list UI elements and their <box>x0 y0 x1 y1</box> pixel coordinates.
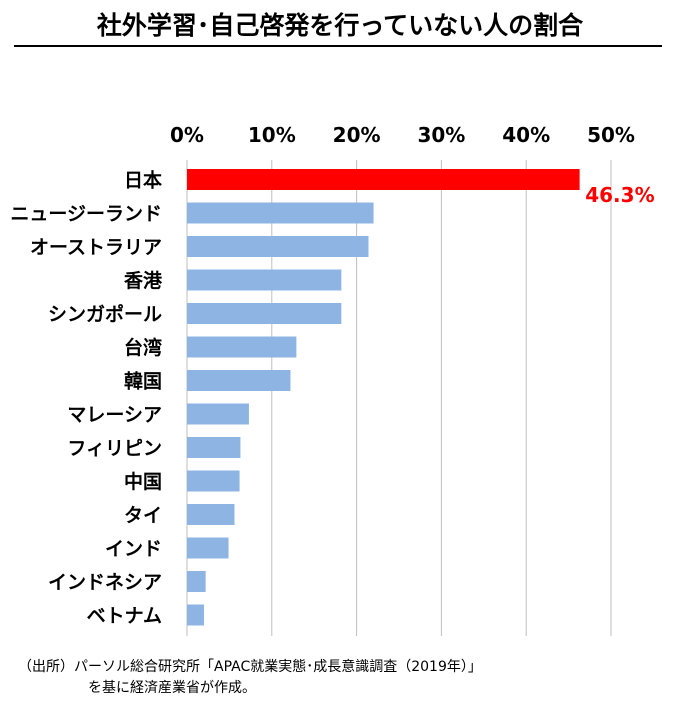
bar <box>187 504 235 525</box>
x-axis-ticks: 0% 10% 20% 30% 40% 50% <box>170 123 635 147</box>
category-label: オーストラリア <box>30 237 162 259</box>
bar <box>187 269 342 291</box>
x-tick-label: 10% <box>248 123 296 147</box>
title-underline <box>14 45 662 47</box>
category-label: 韓国 <box>124 370 162 393</box>
chart-title: 社外学習･自己啓発を行っていない人の割合 <box>96 11 584 40</box>
x-tick-label: 40% <box>502 123 550 147</box>
category-label: フィリピン <box>67 438 162 460</box>
category-label: インドネシア <box>48 572 162 594</box>
source-note-line2: を基に経済産業省が作成。 <box>88 680 256 696</box>
category-label: 香港 <box>123 270 163 292</box>
bar-chart: 0% 10% 20% 30% 40% 50% 日本ニュージーランドオーストラリア香港シンガ… <box>10 123 655 636</box>
category-label: マレーシア <box>67 404 162 426</box>
source-note: （出所）パーソル総合研究所「APAC就業実態･成長意識調査（2019年）」 を基… <box>18 657 482 699</box>
bar <box>187 604 204 626</box>
category-label: 台湾 <box>124 336 162 359</box>
bar <box>187 370 291 391</box>
bar <box>187 236 369 257</box>
bar <box>187 202 374 224</box>
bar <box>187 537 229 559</box>
category-label: ベトナム <box>87 605 162 627</box>
bar <box>187 470 240 492</box>
category-label: ニュージーランド <box>10 203 162 225</box>
bar <box>187 169 580 190</box>
bar <box>187 403 249 425</box>
x-tick-label: 30% <box>417 123 465 147</box>
bars <box>187 169 580 626</box>
category-label: 日本 <box>124 169 162 192</box>
category-labels: 日本ニュージーランドオーストラリア香港シンガポール台湾韓国マレーシアフィリピン中… <box>10 169 163 628</box>
source-note-line1: （出所）パーソル総合研究所「APAC就業実態･成長意識調査（2019年）」 <box>18 659 482 675</box>
bar <box>187 437 241 458</box>
data-label: 46.3% <box>585 183 654 207</box>
gridlines <box>186 160 612 636</box>
category-label: タイ <box>124 505 162 527</box>
category-label: シンガポール <box>48 303 162 326</box>
data-labels: 46.3% <box>585 183 654 207</box>
bar <box>187 571 206 592</box>
category-label: インド <box>105 538 162 560</box>
category-label: 中国 <box>124 470 162 493</box>
x-tick-label: 0% <box>170 123 204 147</box>
bar <box>187 303 342 324</box>
x-tick-label: 20% <box>333 123 381 147</box>
x-tick-label: 50% <box>587 123 635 147</box>
bar <box>187 336 297 358</box>
